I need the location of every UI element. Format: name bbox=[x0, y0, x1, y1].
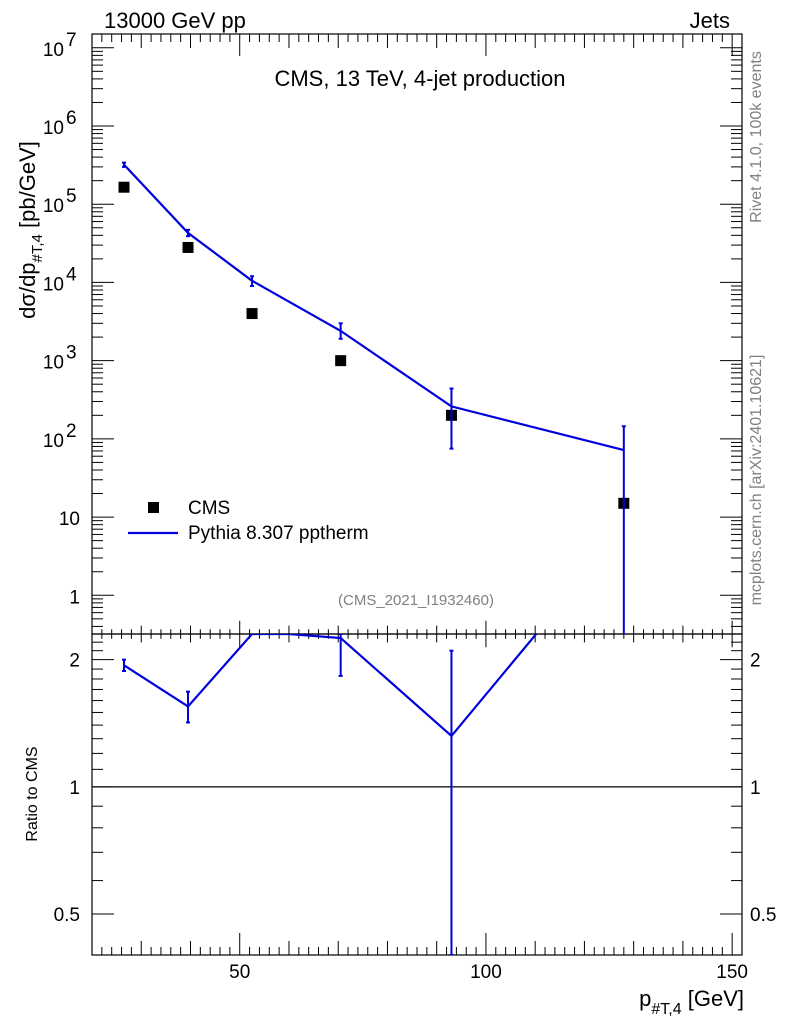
rivet-version-note: Rivet 4.1.0, 100k events bbox=[748, 51, 765, 223]
x-label-text: p bbox=[639, 986, 651, 1011]
legend-marker-cms bbox=[148, 502, 159, 513]
y-tick-label-ratio: 0.5 bbox=[54, 905, 80, 926]
legend-label-cms: CMS bbox=[188, 498, 230, 519]
y-label-subscript: #T,4 bbox=[29, 234, 46, 262]
y-label-text: dσ/dp bbox=[15, 262, 40, 318]
y-tick-label-base: 10 bbox=[43, 274, 64, 295]
y-tick-label-ratio-right: 0.5 bbox=[750, 905, 776, 926]
y-tick-label-base: 10 bbox=[43, 118, 64, 139]
y-tick-label-main: 10 bbox=[43, 353, 64, 374]
y-tick-label-exponent: 3 bbox=[66, 343, 77, 364]
y-label-unit: [pb/GeV] bbox=[15, 141, 40, 234]
cms-data-point bbox=[335, 355, 347, 367]
y-tick-label-main: 10 bbox=[59, 509, 80, 530]
x-label-unit: [GeV] bbox=[682, 986, 744, 1011]
y-tick-label-base: 10 bbox=[43, 40, 64, 61]
pythia-curve bbox=[123, 163, 625, 452]
ratio-series bbox=[92, 634, 742, 955]
cms-data-point bbox=[118, 181, 130, 193]
cms-data-point bbox=[182, 241, 194, 253]
x-tick-label: 50 bbox=[229, 962, 250, 983]
x-label-subscript: #T,4 bbox=[651, 1001, 681, 1018]
y-tick-label-exponent: 6 bbox=[66, 108, 77, 129]
y-tick-label-main: 1 bbox=[69, 587, 80, 608]
y-tick-label-ratio-right: 1 bbox=[750, 778, 761, 799]
y-tick-label-base: 10 bbox=[43, 431, 64, 452]
y-tick-label-exponent: 4 bbox=[66, 264, 77, 285]
y-tick-label-main: 10 bbox=[43, 431, 64, 452]
plot-title: CMS, 13 TeV, 4-jet production bbox=[274, 66, 565, 91]
mcplots-reference-note: mcplots.cern.ch [arXiv:2401.10621] bbox=[748, 355, 765, 606]
y-tick-label-ratio: 1 bbox=[69, 778, 80, 799]
cms-data-point bbox=[246, 308, 258, 320]
y-tick-label-base: 10 bbox=[43, 196, 64, 217]
y-axis-label-main: dσ/dp#T,4 [pb/GeV] bbox=[15, 141, 46, 319]
header-category-label: Jets bbox=[690, 8, 730, 33]
x-axis-label: p#T,4 [GeV] bbox=[639, 986, 744, 1018]
y-tick-label-ratio-right: 2 bbox=[750, 651, 761, 672]
y-axis-label-ratio: Ratio to CMS bbox=[24, 746, 41, 841]
y-tick-label-main: 10 bbox=[43, 118, 64, 139]
y-tick-label-base: 10 bbox=[43, 353, 64, 374]
y-tick-label-exponent: 5 bbox=[66, 186, 77, 207]
analysis-tag: (CMS_2021_I1932460) bbox=[338, 592, 494, 609]
main-panel-frame bbox=[91, 33, 743, 635]
y-tick-label-ratio: 2 bbox=[69, 651, 80, 672]
ratio-curve bbox=[123, 634, 538, 738]
y-tick-label-main: 10 bbox=[43, 40, 64, 61]
x-tick-label: 100 bbox=[470, 962, 502, 983]
legend-label-pythia: Pythia 8.307 pptherm bbox=[188, 523, 369, 544]
header-beam-label: 13000 GeV pp bbox=[104, 8, 246, 33]
y-tick-label-exponent: 2 bbox=[66, 421, 77, 442]
x-tick-label: 150 bbox=[716, 962, 748, 983]
legend: CMS Pythia 8.307 pptherm bbox=[128, 498, 369, 544]
y-tick-label-main: 10 bbox=[43, 196, 64, 217]
ratio-panel-frame bbox=[91, 633, 743, 956]
y-tick-label-exponent: 7 bbox=[66, 30, 77, 51]
axis-ticks bbox=[91, 34, 742, 956]
y-tick-label-main: 10 bbox=[43, 274, 64, 295]
main-series bbox=[118, 161, 630, 634]
